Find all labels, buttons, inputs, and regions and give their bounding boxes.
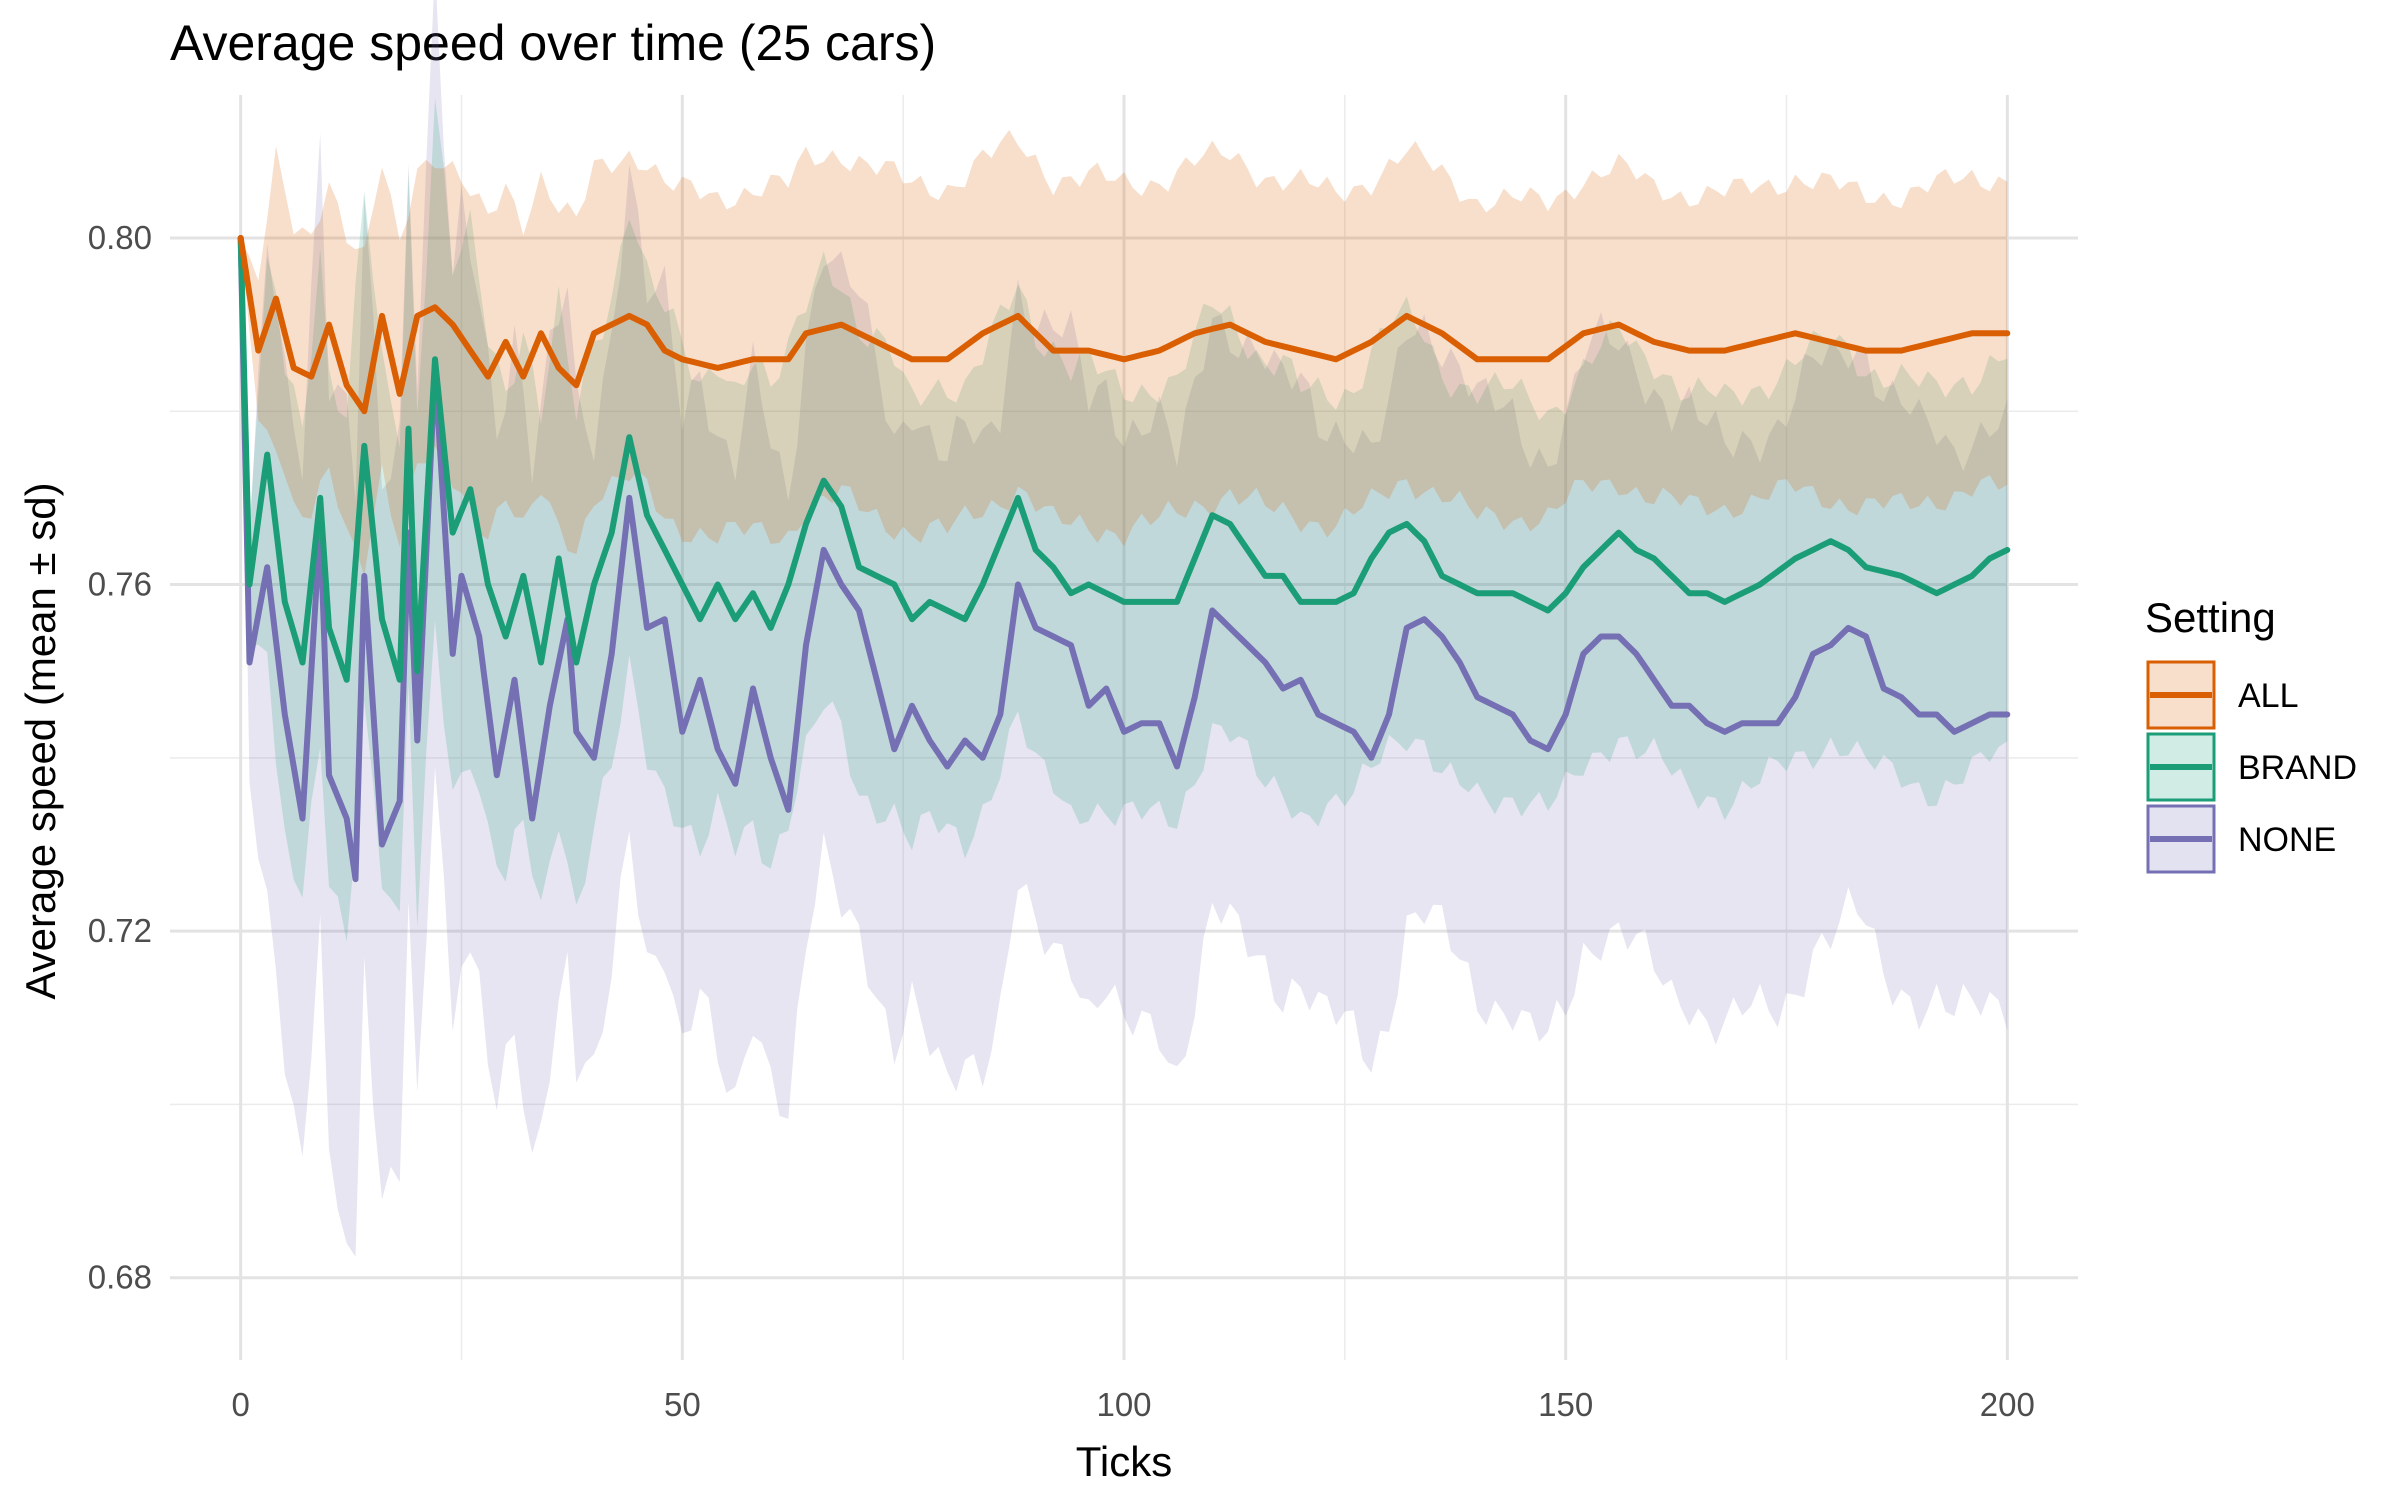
series-lines <box>237 235 2011 883</box>
sd-band-none <box>240 0 2008 1257</box>
grid <box>170 95 2078 1360</box>
x-axis-ticks: 0 50 100 150 200 <box>231 1386 2034 1423</box>
x-tick-label: 0 <box>231 1386 249 1423</box>
legend-label: NONE <box>2238 821 2336 859</box>
sd-band-all <box>240 129 2008 576</box>
x-tick-label: 200 <box>1980 1386 2035 1423</box>
y-tick-label: 0.76 <box>88 566 152 603</box>
y-tick-label: 0.80 <box>88 219 152 256</box>
legend-item-brand: BRAND <box>2146 732 2357 802</box>
legend-label: BRAND <box>2238 749 2357 787</box>
y-axis-title: Average speed (mean ± sd) <box>17 482 64 999</box>
legend-item-none: NONE <box>2146 804 2336 874</box>
line-all <box>237 235 2011 415</box>
x-tick-label: 100 <box>1096 1386 1151 1423</box>
legend-title: Setting <box>2145 594 2276 641</box>
y-axis-ticks: 0.68 0.72 0.76 0.80 <box>88 219 152 1296</box>
legend-item-all: ALL <box>2146 660 2299 730</box>
legend: ALL BRAND NONE <box>2146 660 2357 874</box>
y-tick-label: 0.68 <box>88 1259 152 1296</box>
y-tick-label: 0.72 <box>88 912 152 949</box>
x-axis-title: Ticks <box>1076 1438 1172 1485</box>
x-tick-label: 50 <box>664 1386 701 1423</box>
legend-label: ALL <box>2238 677 2299 715</box>
chart-title: Average speed over time (25 cars) <box>170 15 936 71</box>
line-none <box>237 235 2011 883</box>
x-tick-label: 150 <box>1538 1386 1593 1423</box>
line-brand <box>237 235 2011 683</box>
